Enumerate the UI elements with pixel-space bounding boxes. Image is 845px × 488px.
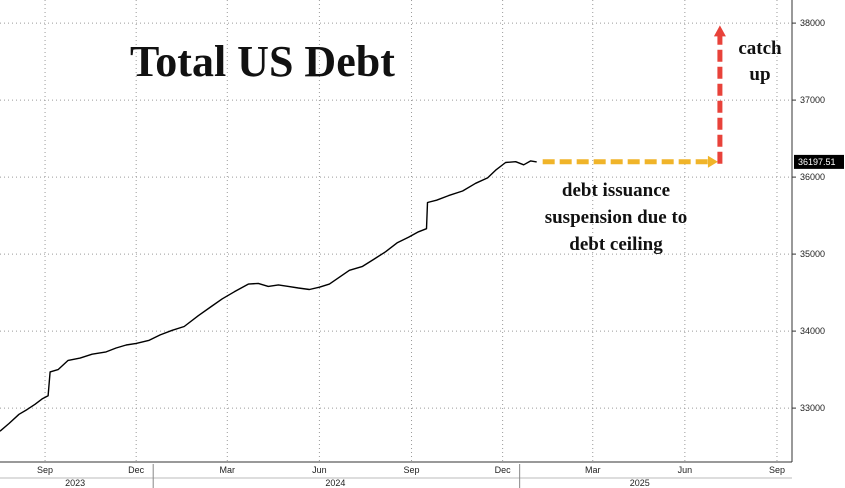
x-tick-label: Dec bbox=[128, 465, 145, 475]
y-tick-label: 35000 bbox=[800, 249, 825, 259]
catch-up-annotation: catch up bbox=[738, 38, 782, 85]
x-tick-label: Dec bbox=[495, 465, 512, 475]
suspension-line-3: debt ceiling bbox=[569, 234, 663, 255]
x-tick-label: Sep bbox=[769, 465, 785, 475]
y-tick-label: 36000 bbox=[800, 172, 825, 182]
y-tick-label: 33000 bbox=[800, 403, 825, 413]
suspension-annotation: debt issuance suspension due to debt cei… bbox=[545, 180, 688, 255]
x-tick-label: Sep bbox=[404, 465, 420, 475]
chart-title: Total US Debt bbox=[130, 37, 395, 86]
x-tick-label: Sep bbox=[37, 465, 53, 475]
y-tick-label: 34000 bbox=[800, 326, 825, 336]
catch-up-line-2: up bbox=[749, 64, 770, 85]
series bbox=[0, 160, 537, 432]
catch-up-line-1: catch bbox=[738, 38, 782, 59]
x-tick-label: Jun bbox=[312, 465, 327, 475]
year-label: 2024 bbox=[325, 478, 345, 488]
axes: Sep Dec Mar Jun Sep Dec Mar Jun Sep 33000 34000 350… bbox=[0, 0, 825, 488]
last-value-label: 36197.51 bbox=[798, 157, 836, 167]
suspension-arrow-head bbox=[707, 155, 718, 168]
last-value-label-box bbox=[794, 154, 844, 169]
year-label: 2025 bbox=[630, 478, 650, 488]
x-tick-label: Mar bbox=[585, 465, 601, 475]
x-tick-label: Jun bbox=[678, 465, 693, 475]
catch-up-arrow-head bbox=[713, 25, 726, 37]
suspension-line-1: debt issuance bbox=[562, 180, 670, 201]
year-label: 2023 bbox=[65, 478, 85, 488]
y-tick-label: 37000 bbox=[800, 95, 825, 105]
debt-series-line bbox=[0, 160, 537, 432]
y-tick-label: 38000 bbox=[800, 18, 825, 28]
x-tick-label: Mar bbox=[220, 465, 236, 475]
annotations: 36197.51 bbox=[542, 25, 844, 169]
suspension-line-2: suspension due to bbox=[545, 207, 688, 228]
grid-lines bbox=[0, 0, 792, 462]
